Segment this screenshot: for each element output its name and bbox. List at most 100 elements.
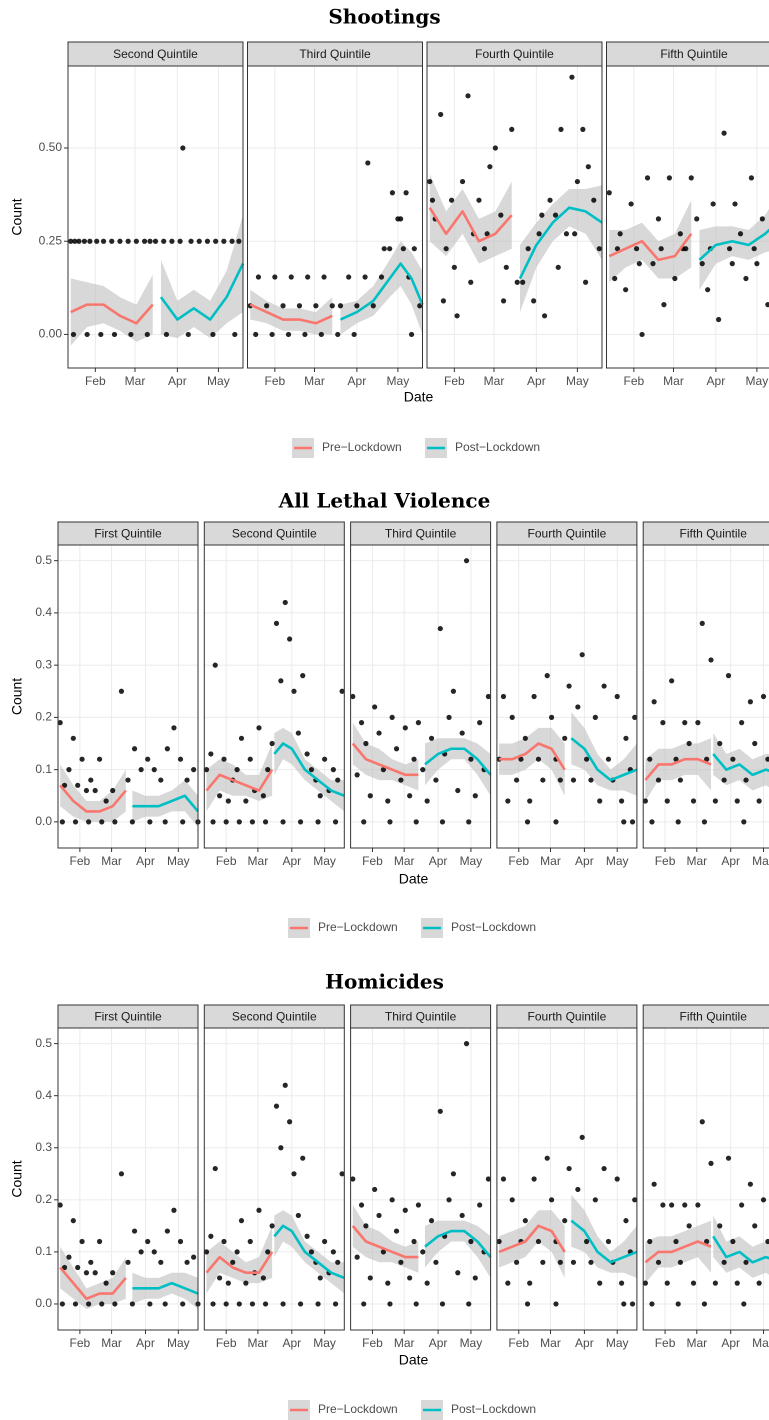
data-point [302,331,308,338]
data-point [363,740,369,747]
x-tick-label: Feb [265,374,286,388]
data-point [112,1301,118,1307]
data-point [317,793,323,799]
data-point [655,1259,662,1265]
panel-background [496,1028,637,1330]
data-point [605,756,612,762]
data-point [596,246,602,252]
data-point [514,279,520,285]
x-tick-label: May [313,1336,336,1350]
x-tick-label: Feb [216,854,237,868]
data-point [548,714,555,720]
data-point [380,767,387,773]
strip-label: Third Quintile [385,1010,457,1024]
data-point [118,1171,125,1177]
data-point [579,652,585,658]
smooth-line [273,742,345,797]
data-point [413,819,419,825]
x-tick-label: Mar [686,854,707,868]
smooth-line [644,1240,712,1264]
data-point [191,767,197,773]
data-point [429,197,436,203]
data-point [70,1218,76,1224]
data-point [541,313,548,319]
data-point [232,331,238,338]
data-point [664,798,670,804]
data-point [335,331,341,338]
data-point [398,216,404,222]
y-axis-title: Count [9,1160,25,1197]
x-tick-label: Feb [362,1336,383,1350]
x-tick-label: Mar [248,854,269,868]
data-point [575,1186,581,1193]
data-point [402,1207,408,1213]
data-point [131,746,138,752]
data-point [236,819,242,825]
data-point [756,798,762,804]
data-point [177,238,183,244]
data-point [272,274,278,280]
data-point [295,730,301,736]
data-point [765,756,769,762]
y-tick-label: 0.3 [35,657,52,671]
data-point [125,1259,131,1265]
data-point [109,238,115,244]
data-point [217,1275,223,1281]
data-point [639,331,645,338]
data-point [61,1264,68,1271]
data-point [291,1171,297,1177]
data-point [411,246,417,252]
data-point [701,819,708,825]
data-point [225,1280,231,1286]
data-point [428,1218,435,1224]
data-point [210,1301,216,1307]
x-tick-label: Feb [362,854,383,868]
data-point [704,1238,710,1245]
data-point [61,782,68,788]
data-point [695,720,701,726]
data-point [547,197,553,203]
data-point [296,303,303,309]
data-point [269,740,275,747]
strip-label: Fourth Quintile [475,47,554,61]
data-point [287,636,293,642]
data-point [372,1186,378,1193]
data-point [269,331,275,338]
data-point [288,274,294,280]
data-point [583,756,590,762]
data-point [191,1254,197,1260]
data-point [433,777,439,783]
data-point [503,264,509,270]
panel: Second Quintile Feb Mar Apr May [203,1004,345,1350]
data-point [524,819,531,825]
y-tick-label: 0.00 [39,327,63,341]
y-tick-label: 0.0 [35,814,52,828]
data-point [440,298,447,304]
x-tick-label: Apr [721,854,740,868]
data-point [362,274,368,280]
x-tick-label: May [752,854,769,868]
data-point [297,819,304,825]
data-point [449,197,455,203]
data-point [759,216,765,222]
chart-title: All Lethal Violence [278,489,491,513]
data-point [96,1238,103,1245]
data-point [223,819,229,825]
data-point [118,688,125,694]
data-point [376,730,382,736]
data-point [721,777,727,783]
data-point [465,93,471,99]
panel: First Quintile Feb Mar Apr May 0.0 0.1 0.2 0.3 0.… [35,521,201,868]
data-point [400,246,406,252]
panel-border [203,1027,345,1331]
panel-background [643,545,769,848]
data-point [81,238,88,244]
strip-label: Second Quintile [232,1010,317,1024]
data-point [247,756,253,762]
smooth-line [424,1229,492,1258]
data-point [184,1259,190,1265]
data-point [280,819,286,825]
x-tick-label: Apr [136,1336,155,1350]
data-point [647,756,653,762]
data-point [72,1301,79,1307]
